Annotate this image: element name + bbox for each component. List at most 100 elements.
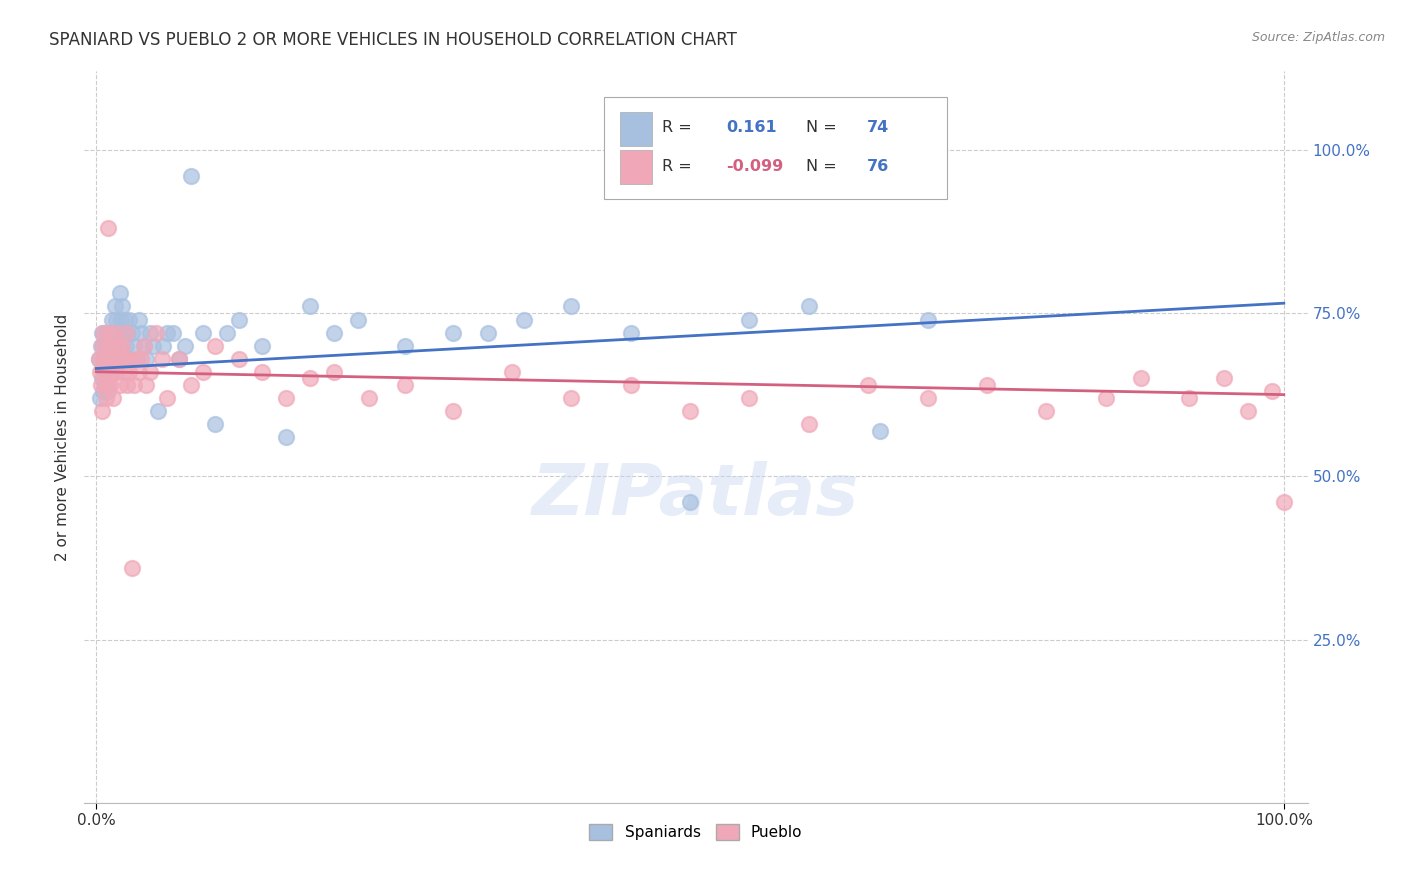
Point [100, 312, 122, 326]
Point [204, 417, 226, 431]
Point [103, 351, 125, 366]
Point [94, 365, 117, 379]
Point [90, 339, 112, 353]
Point [138, 365, 160, 379]
Point [98, 339, 121, 353]
Point [114, 351, 136, 366]
FancyBboxPatch shape [605, 97, 946, 200]
Point [96, 371, 118, 385]
Text: SPANIARD VS PUEBLO 2 OR MORE VEHICLES IN HOUSEHOLD CORRELATION CHART: SPANIARD VS PUEBLO 2 OR MORE VEHICLES IN… [49, 31, 737, 49]
Point [117, 351, 139, 366]
Point [679, 404, 702, 418]
Point [93, 377, 115, 392]
Text: N =: N = [806, 159, 837, 174]
Point [107, 351, 129, 366]
Text: 74: 74 [868, 120, 890, 136]
Point [117, 351, 139, 366]
Point [87, 351, 110, 366]
Point [91, 326, 114, 340]
Point [128, 312, 150, 326]
Point [107, 326, 129, 340]
Text: R =: R = [662, 159, 692, 174]
Point [738, 312, 761, 326]
Point [1261, 384, 1284, 399]
Point [441, 326, 464, 340]
Point [93, 384, 115, 399]
Point [101, 391, 124, 405]
Point [797, 417, 820, 431]
FancyBboxPatch shape [620, 151, 652, 184]
Point [513, 312, 536, 326]
Point [112, 326, 135, 340]
Point [122, 339, 145, 353]
Point [125, 351, 148, 366]
Point [90, 377, 112, 392]
Point [100, 365, 122, 379]
Point [1178, 391, 1201, 405]
Point [96, 377, 118, 392]
Point [1130, 371, 1153, 385]
Point [105, 365, 128, 379]
Point [100, 351, 122, 366]
Point [100, 339, 122, 353]
Point [105, 312, 128, 326]
Point [191, 365, 214, 379]
Point [118, 312, 141, 326]
Point [1237, 404, 1260, 418]
Point [97, 365, 120, 379]
Point [298, 300, 321, 314]
Point [162, 326, 184, 340]
Point [142, 339, 165, 353]
Point [620, 326, 643, 340]
Point [156, 326, 179, 340]
Point [150, 351, 173, 366]
Point [115, 326, 138, 340]
Point [917, 391, 939, 405]
Point [91, 404, 114, 418]
Point [174, 339, 197, 353]
Point [97, 221, 120, 235]
Point [94, 365, 117, 379]
Point [108, 286, 131, 301]
Point [1213, 371, 1236, 385]
Point [93, 326, 115, 340]
Point [118, 365, 141, 379]
Point [215, 326, 238, 340]
Point [121, 560, 143, 574]
Point [98, 326, 121, 340]
Point [738, 391, 761, 405]
Point [856, 377, 879, 392]
Point [169, 351, 191, 366]
Point [346, 312, 368, 326]
Point [115, 326, 138, 340]
Point [204, 339, 226, 353]
Point [131, 326, 153, 340]
Point [359, 391, 381, 405]
Point [93, 351, 115, 366]
Point [111, 339, 134, 353]
Point [100, 332, 122, 346]
Point [94, 391, 117, 405]
Point [97, 351, 120, 366]
Point [1094, 391, 1116, 405]
Point [560, 300, 582, 314]
Point [560, 391, 582, 405]
Point [128, 365, 150, 379]
Point [100, 351, 122, 366]
Point [1035, 404, 1057, 418]
Point [252, 339, 274, 353]
Point [87, 351, 110, 366]
Point [97, 384, 120, 399]
Point [620, 377, 643, 392]
Point [228, 351, 250, 366]
Point [322, 326, 344, 340]
Point [110, 312, 132, 326]
Point [107, 339, 129, 353]
Point [114, 312, 136, 326]
Point [112, 365, 135, 379]
Point [132, 339, 155, 353]
Point [441, 404, 464, 418]
Point [132, 339, 155, 353]
Point [98, 351, 121, 366]
Point [917, 312, 939, 326]
